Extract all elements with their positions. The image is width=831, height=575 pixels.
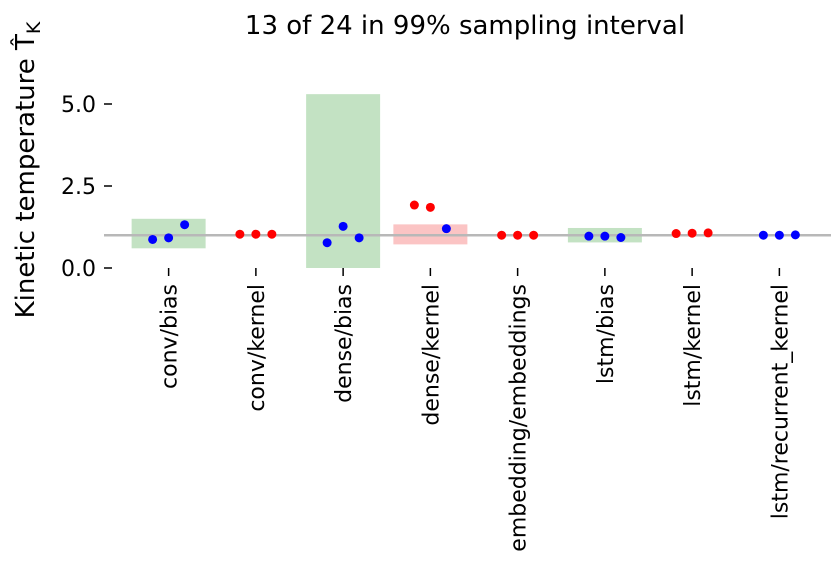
data-point bbox=[758, 230, 768, 240]
data-point bbox=[354, 233, 364, 243]
svg-text:Kinetic temperature T̂K: Kinetic temperature T̂K bbox=[9, 21, 45, 318]
interval-bands bbox=[131, 94, 817, 268]
interval-band bbox=[306, 94, 381, 268]
data-point bbox=[164, 233, 174, 243]
x-tick-label: conv/bias bbox=[158, 284, 183, 389]
x-tick-label: lstm/bias bbox=[594, 284, 619, 384]
data-point bbox=[671, 229, 681, 239]
y-ticks: 0.0 2.5 5.0 bbox=[61, 93, 112, 282]
data-point bbox=[148, 234, 158, 244]
data-point bbox=[703, 228, 713, 238]
data-point bbox=[322, 238, 332, 248]
data-point bbox=[790, 230, 800, 240]
data-point bbox=[251, 229, 261, 239]
x-tick-label: embedding/embeddings bbox=[507, 284, 532, 552]
data-point bbox=[267, 229, 277, 239]
x-tick-label: conv/kernel bbox=[245, 284, 270, 412]
data-points bbox=[148, 200, 800, 248]
data-point bbox=[338, 221, 348, 231]
y-tick-label: 0.0 bbox=[61, 257, 96, 282]
y-axis-label-subscript: K bbox=[23, 21, 45, 34]
data-point bbox=[687, 228, 697, 238]
y-tick-label: 2.5 bbox=[61, 175, 96, 200]
y-axis-label: Kinetic temperature T̂K bbox=[9, 21, 45, 318]
x-tick-label: dense/bias bbox=[332, 284, 357, 403]
y-axis-label-text: Kinetic temperature T̂ bbox=[9, 34, 41, 318]
data-point bbox=[497, 230, 507, 240]
data-point bbox=[235, 229, 245, 239]
x-tick-label: dense/kernel bbox=[419, 284, 444, 426]
data-point bbox=[529, 230, 539, 240]
x-ticks: conv/bias conv/kernel dense/bias dense/kern… bbox=[158, 268, 793, 552]
x-tick-label: lstm/recurrent_kernel bbox=[768, 284, 793, 519]
y-tick-label: 5.0 bbox=[61, 93, 96, 118]
data-point bbox=[600, 231, 610, 241]
data-point bbox=[180, 220, 190, 230]
x-tick-label: lstm/kernel bbox=[681, 284, 706, 407]
data-point bbox=[513, 230, 523, 240]
data-point bbox=[441, 224, 451, 234]
data-point bbox=[425, 202, 435, 212]
chart-title: 13 of 24 in 99% sampling interval bbox=[245, 11, 685, 41]
data-point bbox=[616, 232, 626, 242]
data-point bbox=[584, 231, 594, 241]
data-point bbox=[774, 230, 784, 240]
data-point bbox=[409, 200, 419, 210]
